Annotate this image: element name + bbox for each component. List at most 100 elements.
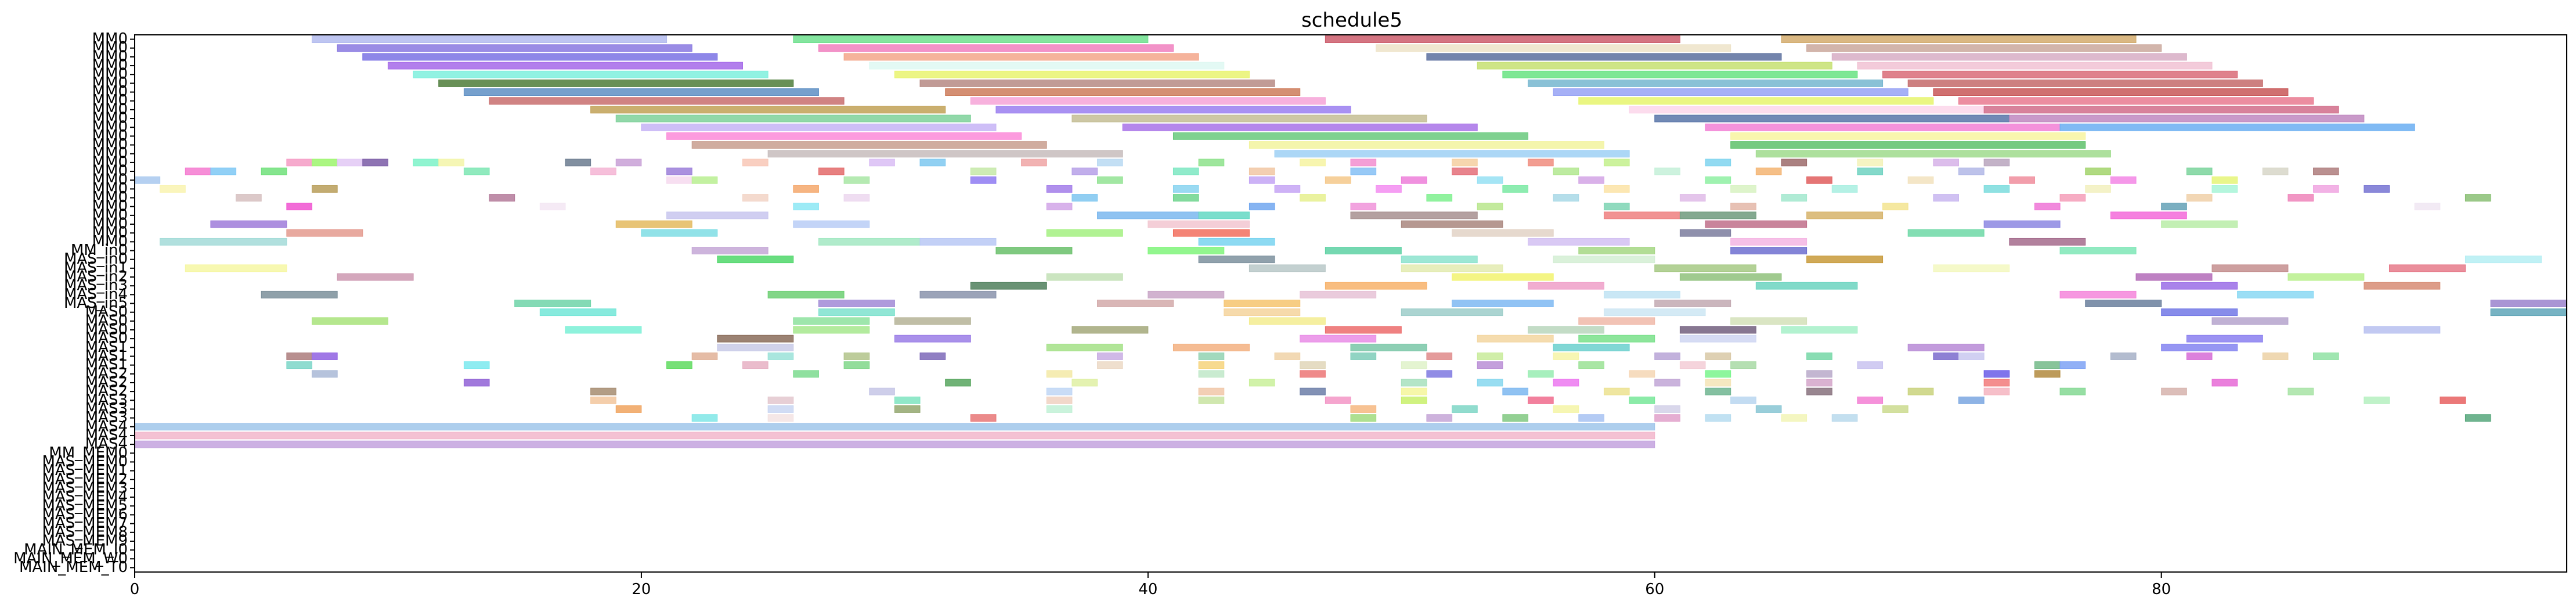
task-bar [1249,141,1604,149]
task-bar [1071,326,1149,334]
task-bar [387,62,743,70]
y-tick-label: MM0 [92,100,128,118]
y-tick-label: MM_MEM0 [49,444,128,462]
task-bar [1198,387,1225,395]
task-bar [1679,273,1782,281]
task-bar [1071,167,1098,175]
task-bar [1300,370,1326,378]
task-bar [312,370,338,378]
task-bar [1983,387,2010,395]
task-bar [1477,361,1503,369]
y-tick-label: MAIN_MEM_T0 [19,559,128,576]
task-bar [1325,396,1351,404]
task-bar [1705,387,1731,395]
task-bar [1654,353,1680,360]
task-bar [1679,361,1706,369]
task-bar [1452,405,1478,413]
task-bar [1907,229,1985,237]
task-bar [666,167,692,175]
task-bar [1097,300,1174,307]
y-tick-label: MAS2 [85,373,128,391]
y-tick-label: MM0 [92,180,128,197]
task-bar [2364,282,2441,290]
task-bar [1046,405,1073,413]
task-bar [2161,387,2187,395]
task-bar [2389,264,2466,272]
task-bar [1806,387,1832,395]
task-bar [1350,167,1377,175]
task-bar [894,335,971,343]
task-bar [2085,300,2162,307]
task-bar [1350,203,1377,211]
x-tick-label: 60 [1645,581,1664,598]
task-bar [1806,44,2162,52]
task-bar [1907,176,1934,184]
task-bar [793,220,870,228]
task-bar [1172,132,1529,140]
task-bar [2440,396,2466,404]
task-bar [1705,379,1731,387]
y-tick-label: MAS_MEM8 [42,523,128,541]
task-bar [1172,229,1250,237]
task-bar [1553,88,1908,96]
task-bar [1249,264,1326,272]
task-bar [1933,88,2289,96]
task-bar [1553,343,1630,351]
task-bar [2034,203,2061,211]
task-bar [1730,396,1756,404]
task-bar [1224,300,1301,307]
task-bar [1553,353,1579,360]
task-bar [1249,379,1275,387]
task-bar [742,361,769,369]
task-bar [970,167,997,175]
task-bar [1705,353,1731,360]
task-bar [945,88,1301,96]
task-bar [463,167,490,175]
task-bar [1376,185,1402,193]
task-bar [1528,79,1884,87]
task-bar [1502,70,1858,78]
task-bar [843,53,1199,61]
y-tick-label: MAIN_MEM_W0 [13,550,128,567]
task-bar [1224,308,1301,317]
task-bar [843,176,870,184]
task-bar [1148,220,1250,228]
task-bar [1806,353,1832,360]
task-bar [1401,361,1427,369]
task-bar [1046,229,1123,237]
task-bar [1679,194,1706,202]
task-bar [1172,194,1199,202]
task-bar [1831,185,1858,193]
task-bar [2059,290,2137,298]
task-bar [1426,353,1453,360]
task-bar [1097,211,1199,220]
task-bar [1983,159,2010,167]
task-bar [1679,326,1756,334]
y-tick-label: MAS_in2 [64,268,128,286]
task-bar [2465,194,2491,202]
y-tick-label: MAS_MEM6 [42,506,128,523]
task-bar [2034,361,2061,369]
task-bar [2364,185,2390,193]
task-bar [2059,387,2086,395]
y-tick-label: MM0 [92,30,128,48]
y-tick-label: MAS_MEM7 [42,515,128,532]
task-bar [2059,361,2086,369]
task-bar [1730,185,1756,193]
task-bar [1705,159,1731,167]
task-bar [919,238,997,246]
task-bar [1603,185,1630,193]
task-bar [2288,273,2365,281]
task-bar [590,167,616,175]
task-bars [134,35,2567,448]
task-bar [1426,53,1782,61]
task-bar [1578,317,1655,325]
task-bar [1654,379,1680,387]
task-bar [1755,405,1782,413]
task-bar [2135,273,2213,281]
task-bar [1452,300,1554,307]
y-tick-label: MAS_MEM3 [42,479,128,497]
task-bar [1730,132,2086,140]
task-bar [1553,405,1579,413]
